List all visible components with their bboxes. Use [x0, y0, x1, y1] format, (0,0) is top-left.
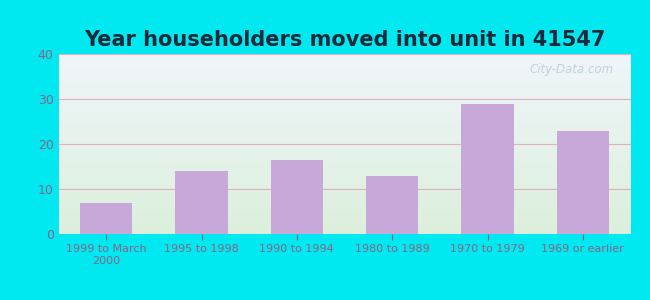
Title: Year householders moved into unit in 41547: Year householders moved into unit in 415… [84, 30, 605, 50]
Bar [270, 160, 323, 234]
Bar [556, 130, 609, 234]
Bar [80, 202, 133, 234]
Bar [366, 176, 419, 234]
Bar [176, 171, 227, 234]
Bar [462, 103, 514, 234]
Text: City-Data.com: City-Data.com [529, 63, 614, 76]
